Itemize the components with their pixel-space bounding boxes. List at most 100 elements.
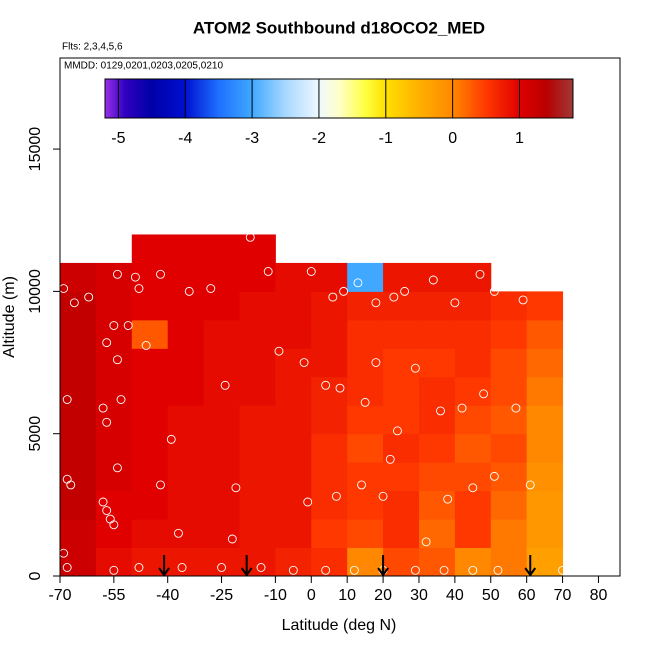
sample-point [112,269,122,279]
sample-point [263,267,273,276]
heat-cell [239,376,276,406]
sample-point [98,403,108,413]
sample-point [378,491,388,501]
heat-cell [275,291,312,321]
heat-cell [167,519,205,549]
y-tick-label: 10000 [27,269,44,314]
heat-cell [95,376,133,406]
heat-cell [526,405,564,435]
sample-point [102,506,112,515]
sample-point [98,497,108,507]
heat-cell [275,348,312,378]
heat-cell [95,490,133,520]
heat-cell [203,547,240,577]
heat-cell [275,462,312,492]
sample-point [141,341,151,350]
heat-cell [526,348,564,378]
sample-point [468,483,478,493]
heat-cell [203,519,240,549]
heat-cell [490,519,528,549]
sample-point [245,232,255,242]
heat-cell [418,376,456,406]
heat-cell [454,547,492,577]
colorbar-tick-label: -5 [111,130,125,147]
heat-cell [60,433,97,463]
heat-cell [131,490,169,520]
sample-point [489,286,499,296]
heat-cell [60,262,97,292]
heat-cell [383,291,420,321]
sample-point [84,292,94,302]
x-tick-label: -70 [48,587,71,604]
x-tick-label: -25 [210,587,233,604]
sample-point [475,269,485,279]
sample-point [511,403,521,413]
sample-point [479,389,489,399]
heat-cell [490,433,528,463]
heat-cell [60,519,97,549]
colorbar-tick-label: 0 [448,130,457,147]
x-tick-label: -40 [156,587,179,604]
heat-cell [347,547,384,577]
sample-point [166,434,176,444]
sample-point [450,298,460,308]
y-axis-label: Altitude (m) [1,276,18,358]
x-tick-label: 50 [482,587,500,604]
heat-cell [490,547,528,577]
annotation: MMDD: 0129,0201,0203,0205,0210 [64,61,223,72]
heat-cell [311,376,348,406]
sample-point [109,520,119,530]
heat-cell [347,433,384,463]
heat-cell [167,376,205,406]
x-tick-label: 10 [338,587,356,604]
heat-cell [311,262,348,292]
heat-cell [347,262,384,292]
heat-cell [95,547,133,577]
sample-point [112,463,122,473]
heat-cell [60,348,97,378]
sample-point [353,278,363,288]
heat-cell [203,348,240,378]
heat-cell [454,376,492,406]
heat-cell [203,433,240,463]
sample-point [335,383,345,393]
heat-cell [454,433,492,463]
sample-point [112,355,122,365]
sample-point [421,537,431,547]
sample-point [134,284,144,293]
heat-cell [454,348,492,378]
sample-point [558,565,568,575]
heat-cell [131,405,169,435]
sample-point [428,275,438,285]
arrow-head [240,567,253,577]
heat-cell [239,262,276,292]
sample-point [331,491,341,501]
heat-cell [454,291,492,321]
heat-cell [131,376,169,406]
plot-frame [59,57,621,577]
heat-cell [275,490,312,520]
sample-point [102,338,112,348]
heat-cell [275,519,312,549]
sample-point [385,454,395,464]
sample-point [349,565,359,575]
heat-cell [239,519,276,549]
heat-cell [526,490,564,520]
heat-cell [311,291,348,321]
heat-cell [418,405,456,435]
heat-cell [490,490,528,520]
heat-cell [454,519,492,549]
sample-point [392,426,402,436]
heat-cell [454,490,492,520]
heat-cell [167,547,205,577]
heat-cell [347,405,384,435]
sample-point [184,286,194,296]
heat-cell [454,262,492,292]
sample-point [389,292,399,302]
heat-cell [60,547,97,577]
heat-cell [167,490,205,520]
heat-cell [418,291,456,321]
heat-cell [490,319,528,349]
sample-point [321,380,331,390]
